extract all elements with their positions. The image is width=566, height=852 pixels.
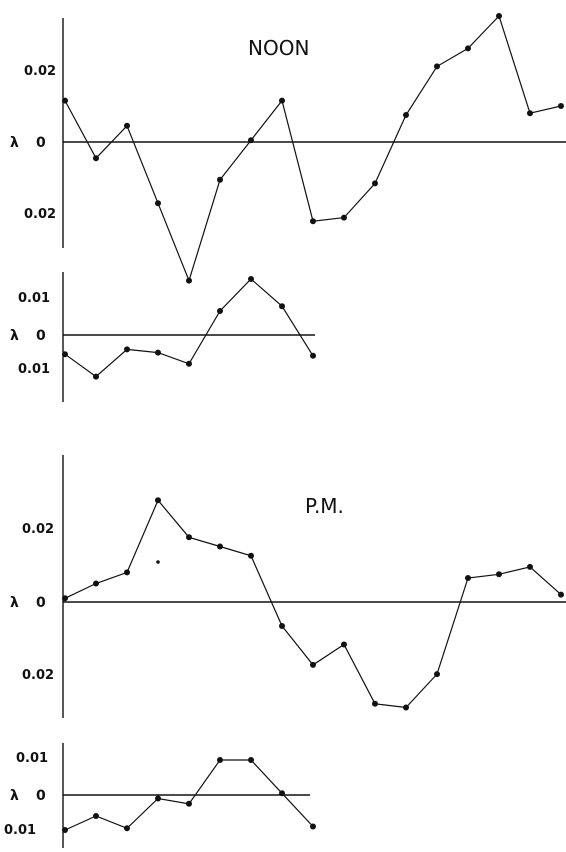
noon-ytick-bottom: 0.02 bbox=[24, 207, 56, 222]
noon-data-point-15 bbox=[496, 13, 502, 19]
noon-data-point-1 bbox=[62, 97, 68, 104]
noon-small-panel: 0.01 λ 0 0.01 bbox=[10, 272, 316, 402]
noon-data-point-17 bbox=[558, 103, 564, 109]
noon-panel: NOON 0.02 λ 0 0.02 bbox=[10, 13, 566, 284]
pm-data-point-15 bbox=[496, 571, 502, 578]
noon-ytick-top: 0.02 bbox=[24, 64, 56, 79]
pm-data-point-4 bbox=[155, 497, 161, 504]
noon-data-point-4 bbox=[155, 200, 161, 207]
noon-small-data-point-3 bbox=[124, 346, 130, 353]
pm-small-data-point-7 bbox=[248, 757, 254, 763]
noon-small-data-point-5 bbox=[186, 360, 192, 367]
pm-small-ytick-zero: 0 bbox=[36, 788, 46, 804]
pm-data-point-9 bbox=[310, 661, 316, 668]
pm-data-point-10 bbox=[341, 641, 347, 648]
noon-small-ytick-zero: 0 bbox=[36, 328, 46, 344]
stray-dot bbox=[156, 560, 160, 564]
pm-ytick-zero: 0 bbox=[36, 595, 46, 611]
noon-small-data-point-2 bbox=[93, 373, 99, 380]
noon-small-ytick-top: 0.01 bbox=[18, 291, 50, 306]
noon-small-data-point-1 bbox=[62, 351, 68, 358]
pm-small-data-point-3 bbox=[124, 825, 130, 832]
pm-small-data-point-9 bbox=[310, 823, 316, 830]
pm-data-point-8 bbox=[279, 623, 285, 629]
pm-ytick-top: 0.02 bbox=[22, 522, 54, 537]
noon-data-point-8 bbox=[279, 97, 285, 104]
pm-ytick-bottom: 0.02 bbox=[22, 668, 54, 683]
noon-small-data-point-9 bbox=[310, 352, 316, 359]
noon-data-point-9 bbox=[310, 218, 316, 225]
noon-lambda-label: λ bbox=[10, 135, 19, 151]
pm-data-point-17 bbox=[558, 591, 564, 598]
pm-small-ytick-bottom: 0.01 bbox=[4, 823, 36, 838]
pm-data-point-12 bbox=[403, 704, 409, 711]
pm-panel: P.M. 0.02 λ 0 0.02 bbox=[10, 455, 566, 718]
noon-data-point-11 bbox=[372, 180, 378, 187]
noon-data-point-10 bbox=[341, 214, 347, 221]
pm-data-point-11 bbox=[372, 700, 378, 707]
noon-ytick-zero: 0 bbox=[36, 135, 46, 151]
noon-data-point-2 bbox=[93, 155, 99, 162]
noon-data-point-3 bbox=[124, 122, 130, 129]
noon-data-point-13 bbox=[434, 63, 440, 70]
pm-small-data-point-1 bbox=[62, 827, 68, 833]
pm-series-line bbox=[64, 499, 562, 709]
noon-title: NOON bbox=[248, 36, 309, 60]
noon-small-ytick-bottom: 0.01 bbox=[18, 362, 50, 377]
pm-small-data-point-6 bbox=[217, 757, 223, 763]
noon-small-lambda-label: λ bbox=[10, 328, 19, 344]
pm-small-data-point-4 bbox=[155, 795, 161, 802]
pm-title: P.M. bbox=[305, 494, 344, 518]
pm-small-data-point-2 bbox=[93, 813, 99, 819]
pm-small-data-point-5 bbox=[186, 800, 192, 807]
noon-small-data-point-8 bbox=[279, 303, 285, 310]
pm-small-panel: 0.01 λ 0 0.01 bbox=[4, 743, 316, 848]
pm-small-ytick-top: 0.01 bbox=[16, 751, 48, 766]
noon-small-data-point-6 bbox=[217, 308, 223, 314]
noon-data-point-5 bbox=[186, 277, 192, 284]
pm-small-lambda-label: λ bbox=[10, 788, 19, 804]
pm-data-point-3 bbox=[124, 569, 130, 576]
noon-small-data-point-7 bbox=[248, 276, 254, 282]
pm-data-point-2 bbox=[93, 580, 99, 587]
noon-data-point-16 bbox=[527, 110, 533, 117]
noon-data-point-12 bbox=[403, 112, 409, 118]
pm-small-data-point-8 bbox=[279, 790, 285, 797]
pm-lambda-label: λ bbox=[10, 595, 19, 611]
pm-data-point-13 bbox=[434, 671, 440, 678]
pm-data-point-16 bbox=[527, 563, 533, 570]
pm-data-point-1 bbox=[62, 595, 68, 602]
pm-data-point-7 bbox=[248, 552, 254, 559]
pm-data-point-14 bbox=[465, 575, 471, 581]
noon-small-data-point-4 bbox=[155, 349, 161, 356]
noon-data-point-7 bbox=[248, 137, 254, 144]
noon-series-line bbox=[64, 14, 562, 283]
pm-data-point-6 bbox=[217, 543, 223, 550]
pm-data-point-5 bbox=[186, 534, 192, 541]
noon-data-point-6 bbox=[217, 176, 223, 183]
noon-data-point-14 bbox=[465, 45, 471, 52]
